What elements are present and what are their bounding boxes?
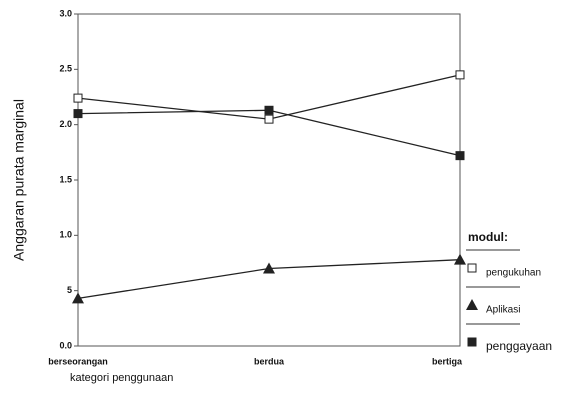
data-point <box>73 109 83 119</box>
x-tick-label: berseorangan <box>48 356 108 366</box>
data-point <box>454 253 466 265</box>
legend-marker <box>467 337 477 347</box>
y-tick-label: 2.5 <box>59 64 72 74</box>
legend-title: modul: <box>468 230 508 244</box>
y-tick-label: 3.0 <box>59 8 72 18</box>
y-axis-label: Anggaran purata marginal <box>11 99 27 261</box>
y-tick-label: 2.0 <box>59 119 72 129</box>
y-tick-label: 1.0 <box>59 230 72 240</box>
y-tick-label: 1.5 <box>59 174 72 184</box>
data-point <box>263 262 275 274</box>
x-tick-label: bertiga <box>432 356 463 366</box>
x-axis-label: kategori penggunaan <box>70 372 173 384</box>
legend-label: penggayaan <box>486 339 552 353</box>
legend-label: pengukuhan <box>486 268 541 279</box>
plot-frame <box>77 13 461 347</box>
legend-label: Aplikasi <box>486 305 520 316</box>
data-point <box>455 70 465 80</box>
data-point <box>264 105 274 115</box>
data-point <box>72 292 84 304</box>
x-tick-label: berdua <box>254 356 285 366</box>
legend-marker <box>466 299 478 310</box>
data-point <box>73 93 83 103</box>
y-tick-label: 0.0 <box>59 340 72 350</box>
data-point <box>264 114 274 124</box>
y-tick-label: 5 <box>67 285 72 295</box>
data-point <box>455 151 465 161</box>
legend-marker <box>467 263 477 273</box>
